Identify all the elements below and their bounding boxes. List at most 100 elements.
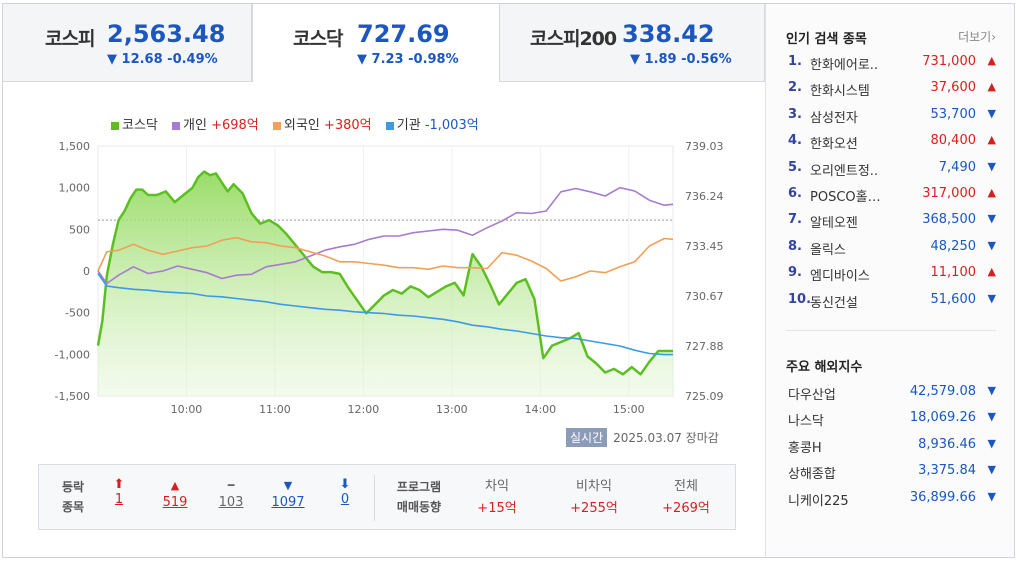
- left-tick-label: 0: [83, 265, 90, 278]
- popular-item[interactable]: 4. 한화오션 80,400 ▲: [786, 133, 998, 159]
- tab-change: ▼ 1.89 -0.56%: [630, 52, 732, 67]
- index-value: 3,375.84: [918, 463, 976, 479]
- arrow-down-icon: ▼: [987, 291, 996, 305]
- stock-name[interactable]: 올릭스: [810, 242, 846, 258]
- series-line-2: [97, 236, 674, 282]
- program-value: +15억: [477, 501, 517, 516]
- live-badge[interactable]: 실시간: [566, 428, 608, 447]
- arrow-up-icon: ▲: [987, 80, 996, 94]
- popular-item[interactable]: 8. 올릭스 48,250 ▼: [786, 239, 998, 265]
- index-name[interactable]: 상해종합: [788, 467, 836, 483]
- legend-amount: +380억: [323, 118, 372, 133]
- index-name[interactable]: 다우산업: [788, 388, 836, 403]
- index-name[interactable]: 홍콩H: [788, 440, 822, 456]
- more-link[interactable]: 더보기›: [958, 28, 996, 45]
- label-line1: 프로그램: [396, 480, 442, 494]
- stock-price: 48,250: [930, 238, 977, 254]
- stock-name[interactable]: POSCO홀…: [810, 190, 881, 205]
- arrow-down-icon: ▼: [987, 436, 996, 450]
- overseas-item[interactable]: 상해종합 3,375.84 ▼: [786, 463, 998, 489]
- stock-name[interactable]: 알테오젠: [810, 216, 858, 232]
- legend-item-foreign: 외국인 +380억: [272, 118, 372, 133]
- stock-name[interactable]: 엠디바이스: [810, 269, 870, 285]
- chart-legend: 코스닥 개인 +698억 외국인 +380억 기관 -1,003억: [111, 114, 489, 133]
- arrow-down-icon: ▼: [987, 384, 996, 397]
- right-tick-label: 725.09: [685, 390, 724, 403]
- flat-icon: ━: [227, 479, 235, 492]
- legend-item-individual: 개인 +698억: [172, 118, 259, 133]
- left-tick-label: -500: [65, 307, 90, 320]
- program-arbitrage: 차익 +15억: [467, 477, 527, 516]
- sidebar-divider: [786, 330, 996, 331]
- legend-label: 코스닥: [122, 118, 158, 133]
- tab-value: 727.69: [357, 20, 450, 48]
- chart-date: 2025.03.07: [613, 431, 682, 445]
- popular-item[interactable]: 3. 삼성전자 53,700 ▼: [786, 107, 998, 133]
- arrow-down-icon: ▼: [987, 238, 996, 252]
- legend-swatch: [172, 121, 181, 130]
- stock-name[interactable]: 오리엔트정..: [810, 163, 879, 179]
- x-tick-label: 14:00: [524, 403, 556, 416]
- stock-name[interactable]: 한화시스템: [810, 84, 870, 100]
- overseas-item[interactable]: 니케이225 36,899.66 ▼: [786, 490, 998, 516]
- program-value: +269억: [662, 501, 710, 516]
- index-name[interactable]: 니케이225: [788, 493, 849, 509]
- rise-count[interactable]: ▲ 519: [155, 477, 195, 510]
- right-tick-label: 739.03: [685, 140, 724, 153]
- program-label: 전체: [674, 479, 698, 494]
- left-tick-label: 1,500: [59, 140, 91, 153]
- flat-count[interactable]: ━ 103: [211, 477, 251, 510]
- overseas-item[interactable]: 다우산업 42,579.08 ▼: [786, 384, 998, 410]
- arrow-up-icon: ▲: [987, 265, 996, 279]
- popular-item[interactable]: 5. 오리엔트정.. 7,490 ▼: [786, 160, 998, 186]
- tab-kospi200[interactable]: 코스피200 338.42 ▼ 1.89 -0.56%: [500, 4, 765, 82]
- popular-item[interactable]: 10. 동신건설 51,600 ▼: [786, 292, 998, 318]
- fall-count[interactable]: ▼ 1097: [265, 477, 311, 510]
- label-line1: 등락: [61, 480, 85, 494]
- overseas-item[interactable]: 나스닥 18,069.26 ▼: [786, 410, 998, 436]
- sidebar: 인기 검색 종목 더보기› 1. 한화에어로.. 731,000 ▲ 2. 한화시스템 37…: [765, 4, 1014, 557]
- stock-name[interactable]: 동신건설: [810, 295, 858, 311]
- stock-name[interactable]: 삼성전자: [810, 110, 858, 126]
- program-total: 전체 +269억: [651, 477, 721, 516]
- stock-price: 7,490: [938, 159, 976, 175]
- overseas-item[interactable]: 홍콩H 8,936.46 ▼: [786, 437, 998, 463]
- fall-icon: ▼: [283, 479, 293, 492]
- stock-name[interactable]: 한화오션: [810, 137, 858, 153]
- summary-divider: [374, 475, 375, 521]
- tab-kospi[interactable]: 코스피 2,563.48 ▼ 12.68 -0.49%: [3, 4, 252, 82]
- arrow-down-icon: ▼: [987, 489, 996, 503]
- upper-limit-count[interactable]: ⬆ 1: [101, 477, 137, 507]
- count-value: 0: [340, 492, 350, 507]
- program-non-arbitrage: 비차익 +255억: [559, 477, 629, 516]
- tab-name: 코스닥: [293, 28, 343, 50]
- arrow-down-icon: ▼: [987, 410, 996, 424]
- stock-price: 37,600: [930, 80, 977, 96]
- popular-item[interactable]: 6. POSCO홀… 317,000 ▲: [786, 186, 998, 212]
- index-name[interactable]: 나스닥: [788, 414, 824, 430]
- popular-item[interactable]: 2. 한화시스템 37,600 ▲: [786, 80, 998, 106]
- index-value: 18,069.26: [909, 410, 976, 426]
- lower-limit-count[interactable]: ⬇ 0: [327, 477, 363, 507]
- popular-item[interactable]: 7. 알테오젠 368,500 ▼: [786, 212, 998, 238]
- program-trading-label: 프로그램 매매동향: [387, 477, 451, 517]
- stock-price: 368,500: [922, 212, 976, 228]
- chevron-right-icon: ›: [991, 30, 996, 44]
- tab-value: 338.42: [622, 20, 715, 48]
- count-value: 1097: [271, 495, 305, 510]
- left-tick-label: -1,000: [55, 348, 90, 361]
- rank: 7.: [788, 212, 802, 228]
- series-line-1: [97, 186, 674, 285]
- legend-item-institution: 기관 -1,003억: [385, 118, 479, 133]
- popular-item[interactable]: 1. 한화에어로.. 731,000 ▲: [786, 54, 998, 80]
- upper-limit-icon: ⬆: [113, 477, 125, 492]
- widget-frame: [2, 3, 1015, 558]
- overseas-title: 주요 해외지수: [786, 360, 863, 375]
- stock-name[interactable]: 한화에어로..: [810, 58, 879, 73]
- popular-item[interactable]: 9. 엠디바이스 11,100 ▲: [786, 265, 998, 291]
- tab-kosdaq[interactable]: 코스닥 727.69 ▼ 7.23 -0.98%: [252, 4, 500, 82]
- rank: 1.: [788, 54, 802, 69]
- arrow-up-icon: ▲: [987, 186, 996, 199]
- legend-amount: +698억: [211, 118, 259, 133]
- left-tick-label: 500: [69, 223, 90, 236]
